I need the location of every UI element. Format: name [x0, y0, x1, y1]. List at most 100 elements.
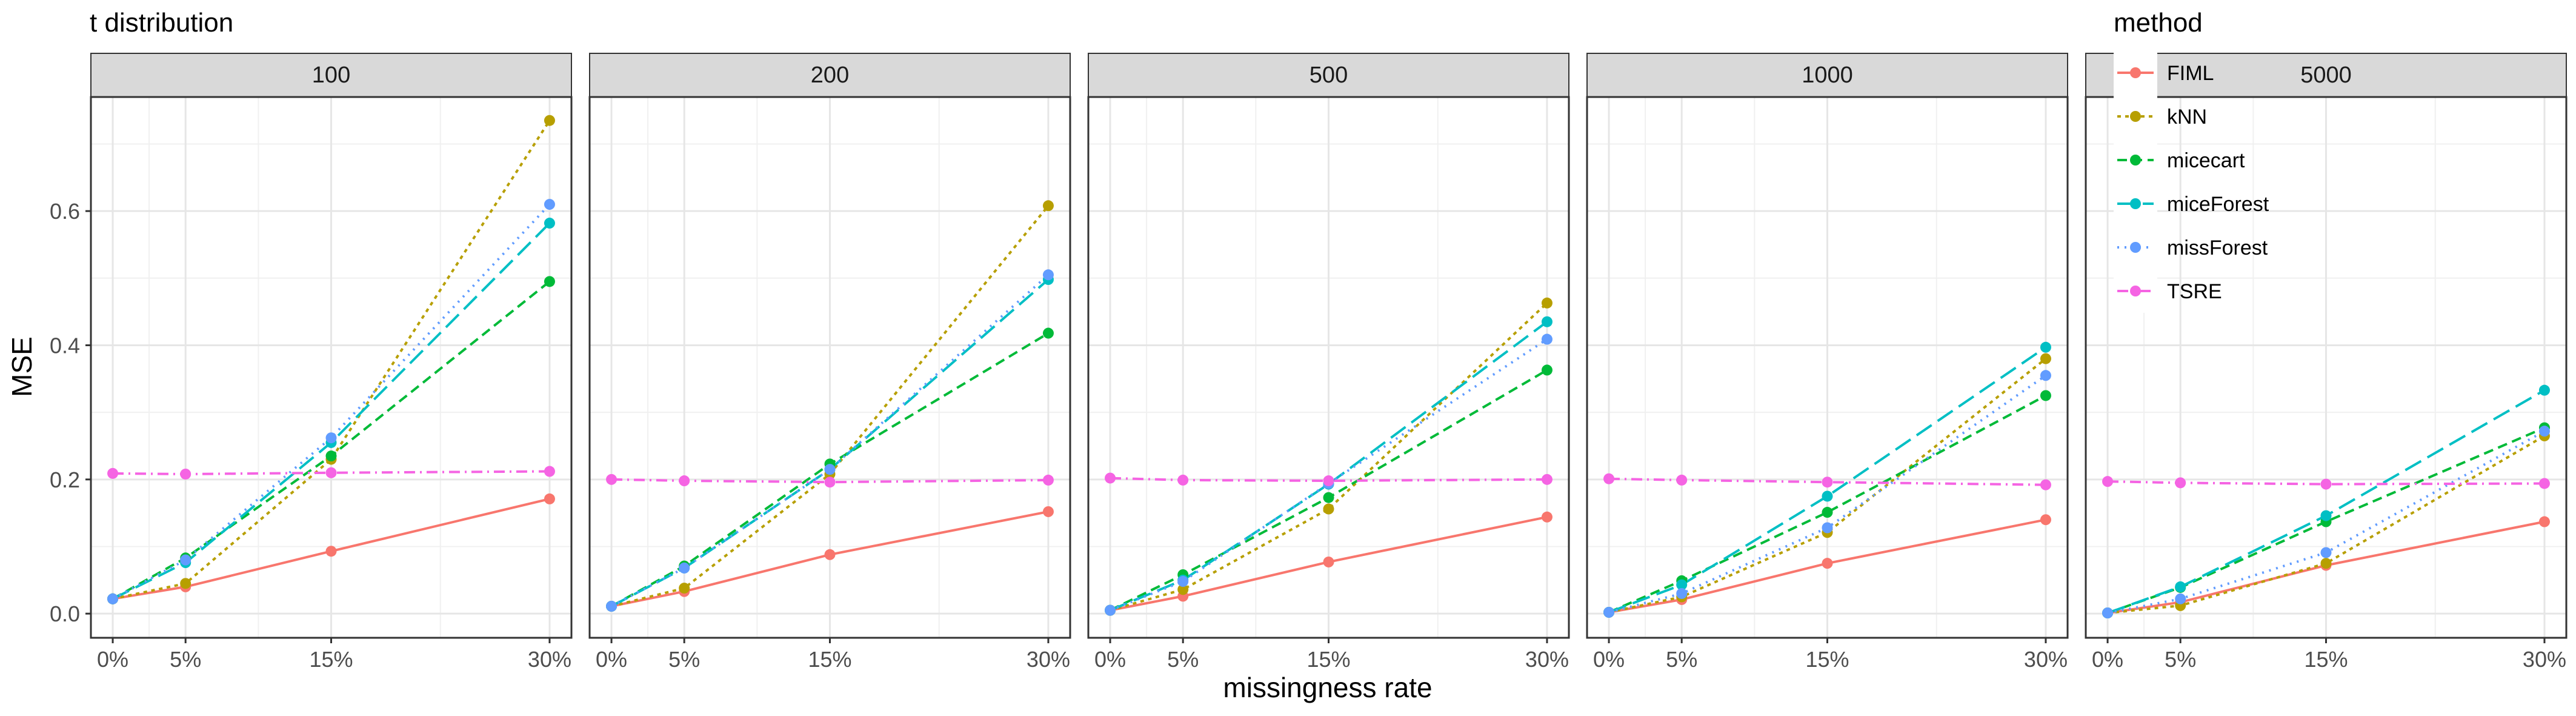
data-point-TSRE — [1323, 475, 1334, 487]
legend-label-micecart: micecart — [2167, 149, 2245, 172]
data-point-TSRE — [2320, 478, 2332, 490]
x-tick-label: 15% — [309, 647, 353, 672]
data-point-micecart — [1822, 507, 1833, 518]
data-point-TSRE — [2102, 476, 2114, 487]
legend-label-FIML: FIML — [2167, 62, 2214, 85]
x-tick-label: 5% — [170, 647, 201, 672]
x-axis-label: missingness rate — [1223, 672, 1432, 703]
x-tick-label: 30% — [2024, 647, 2068, 672]
data-point-FIML — [824, 549, 836, 560]
data-point-FIML — [1541, 511, 1553, 523]
series-line-FIML — [112, 497, 550, 600]
data-point-missForest — [606, 600, 617, 612]
data-point-kNN — [2040, 353, 2051, 364]
data-point-miceForest — [1541, 316, 1553, 327]
data-point-missForest — [824, 464, 836, 475]
series-line-micecart — [611, 332, 1050, 607]
data-point-TSRE — [1105, 472, 1116, 484]
legend-label-missForest: missForest — [2167, 236, 2268, 259]
data-point-TSRE — [606, 473, 617, 485]
series-line-miceForest — [1608, 346, 2047, 614]
series-line-micecart — [1608, 394, 2046, 614]
series-line-miceForest — [2107, 389, 2545, 614]
x-tick-label: 5% — [2165, 647, 2196, 672]
facet-strip — [1586, 53, 2068, 98]
data-point-missForest — [2102, 607, 2114, 619]
data-point-TSRE — [1603, 473, 1615, 484]
data-point-TSRE — [824, 477, 836, 488]
data-point-micecart — [1042, 327, 1054, 339]
data-point-TSRE — [325, 467, 337, 478]
data-point-miceForest — [2175, 581, 2186, 592]
series-line-FIML — [1110, 515, 1548, 612]
x-tick-label: 30% — [1027, 647, 1070, 672]
x-tick-label: 5% — [1167, 647, 1199, 672]
data-point-FIML — [2538, 516, 2550, 527]
data-point-missForest — [325, 432, 337, 444]
y-tick-label: 0.0 — [50, 601, 80, 626]
data-point-TSRE — [2040, 479, 2051, 490]
x-tick-label: 15% — [1306, 647, 1350, 672]
facet-strip-label: 100 — [312, 62, 350, 88]
x-tick-label: 0% — [1593, 647, 1625, 672]
data-point-FIML — [544, 493, 555, 504]
data-point-missForest — [107, 593, 119, 604]
data-point-TSRE — [2538, 478, 2550, 489]
y-tick-label: 0.4 — [50, 333, 80, 358]
facet-strip — [2085, 53, 2567, 98]
data-point-miceForest — [2040, 341, 2051, 353]
series-line-missForest — [1608, 374, 2047, 614]
data-point-kNN — [1042, 200, 1054, 212]
x-tick-label: 0% — [1094, 647, 1126, 672]
series-line-kNN — [611, 205, 1050, 607]
series-line-miceForest — [1110, 321, 1548, 612]
data-point-miceForest — [2320, 510, 2332, 521]
y-tick-label: 0.2 — [50, 467, 80, 492]
data-point-missForest — [2320, 547, 2332, 558]
data-point-missForest — [2040, 370, 2051, 381]
data-point-missForest — [1105, 604, 1116, 616]
data-point-kNN — [1177, 584, 1189, 595]
data-point-TSRE — [180, 468, 191, 480]
x-tick-label: 0% — [2092, 647, 2123, 672]
series-line-kNN — [112, 119, 551, 600]
series-line-FIML — [1608, 518, 2046, 614]
series-line-kNN — [1110, 302, 1548, 612]
y-tick-label: 0.6 — [50, 199, 80, 224]
x-tick-label: 30% — [1525, 647, 1569, 672]
x-tick-label: 0% — [97, 647, 128, 672]
data-point-missForest — [1676, 587, 1688, 599]
data-point-micecart — [1323, 492, 1334, 503]
facet-panel: 100 0% 5% 15% 30% 0.0 0.2 0.4 0.6 — [50, 53, 573, 672]
data-point-micecart — [2040, 390, 2051, 401]
data-point-missForest — [544, 199, 555, 210]
data-point-FIML — [1323, 556, 1334, 567]
data-point-kNN — [679, 583, 690, 594]
data-point-TSRE — [679, 475, 690, 487]
data-point-FIML — [2040, 514, 2051, 526]
data-point-micecart — [325, 450, 337, 462]
data-point-kNN — [2320, 558, 2332, 569]
data-point-TSRE — [544, 466, 555, 477]
x-tick-label: 15% — [1805, 647, 1849, 672]
series-line-FIML — [611, 510, 1049, 607]
data-point-missForest — [1177, 576, 1189, 587]
data-point-missForest — [1822, 522, 1833, 534]
data-point-kNN — [1323, 503, 1334, 515]
x-tick-label: 30% — [2523, 647, 2566, 672]
chart-title: t distribution — [90, 8, 233, 38]
data-point-miceForest — [1822, 490, 1833, 502]
x-tick-label: 5% — [1666, 647, 1697, 672]
data-point-kNN — [1541, 297, 1553, 309]
facet-panel: 1000 0% 5% 15% 30% — [1586, 53, 2069, 672]
data-point-TSRE — [2175, 477, 2186, 489]
x-tick-label: 0% — [596, 647, 627, 672]
data-point-missForest — [1603, 606, 1615, 618]
series-line-micecart — [112, 280, 551, 600]
legend-key-point-micecart — [2130, 155, 2141, 166]
data-point-missForest — [1541, 333, 1553, 345]
legend-key-point-FIML — [2130, 67, 2141, 78]
data-point-TSRE — [107, 467, 119, 479]
